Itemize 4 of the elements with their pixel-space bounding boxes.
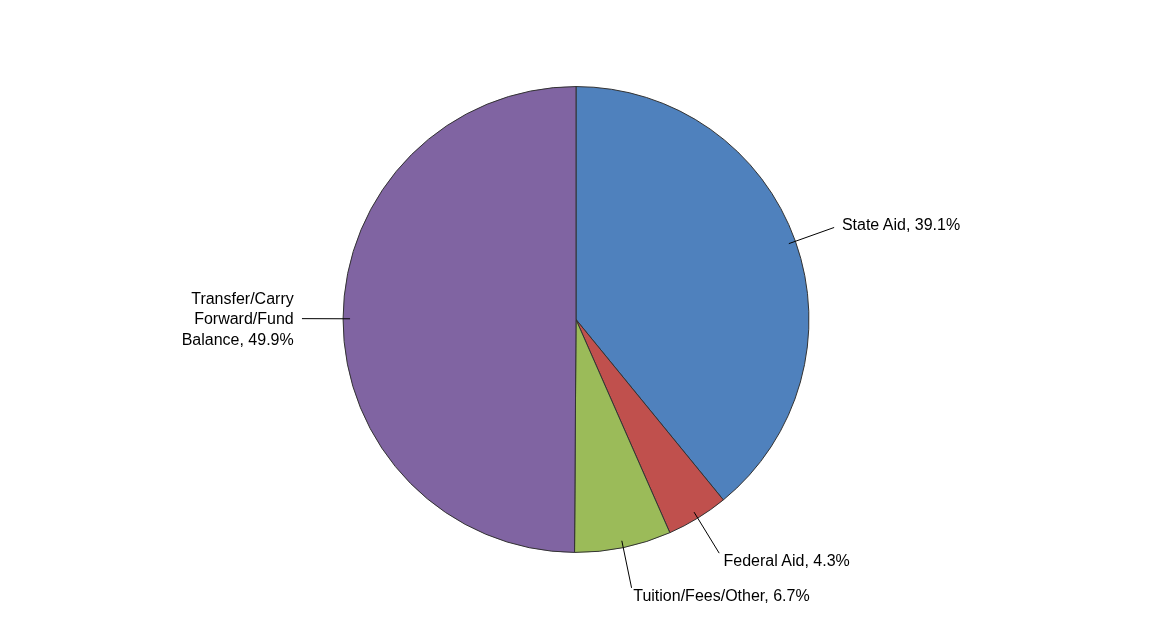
slice-label: Tuition/Fees/Other, 6.7%: [633, 587, 810, 605]
slice-label: Federal Aid, 4.3%: [723, 551, 850, 569]
slice-label: Transfer/Carry Forward/Fund Balance, 49.9%: [181, 289, 294, 348]
slice-label: State Aid, 39.1%: [841, 216, 961, 234]
